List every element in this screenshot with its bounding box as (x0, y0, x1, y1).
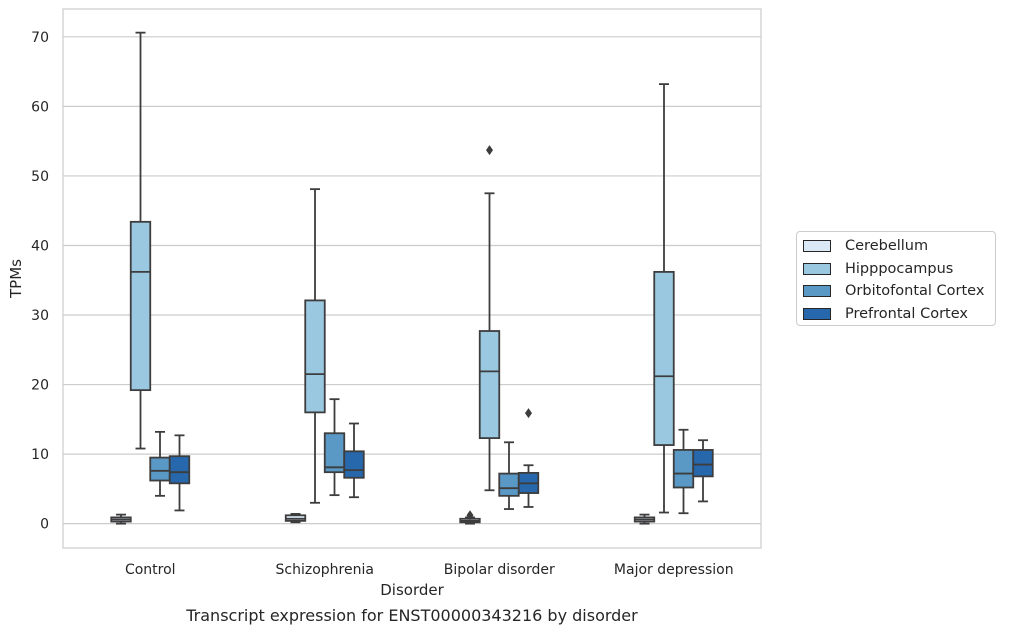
x-axis-label: Disorder (380, 581, 444, 599)
box-body (129, 220, 152, 392)
y-tick-label: 20 (31, 378, 49, 394)
box-body (149, 456, 171, 482)
box-orbitofontal-cortex (498, 441, 520, 510)
x-tick-label: Bipolar disorder (444, 562, 555, 578)
box-body (653, 270, 675, 446)
y-tick-label: 0 (40, 517, 49, 533)
box-prefrontal-cortex (517, 408, 540, 508)
legend-swatch (803, 240, 831, 253)
legend-item: Cerebellum (803, 235, 995, 258)
box-body (323, 432, 346, 474)
legend-label: Hipppocampus (845, 260, 954, 277)
box-body (672, 449, 695, 489)
box-orbitofontal-cortex (323, 398, 346, 497)
legend-label: Orbitofontal Cortex (845, 283, 985, 300)
box-body (304, 299, 326, 414)
x-tick-label: Control (125, 562, 176, 578)
y-tick-label: 70 (31, 30, 49, 46)
legend-label: Prefrontal Cortex (845, 305, 968, 322)
y-ticks: 0 10 20 30 40 50 60 70 (31, 30, 49, 533)
box-prefrontal-cortex (168, 434, 191, 512)
x-tick-label: Major depression (614, 562, 734, 578)
outlier-point (525, 408, 532, 419)
figure-caption: Transcript expression for ENST0000034321… (186, 606, 638, 625)
y-axis-label: TPMs (7, 259, 25, 299)
y-tick-label: 50 (31, 169, 49, 185)
legend-swatch (803, 307, 831, 320)
box-prefrontal-cortex (343, 422, 365, 499)
box-body (498, 472, 520, 497)
x-tick-label: Schizophrenia (276, 562, 374, 578)
legend-item: Prefrontal Cortex (803, 303, 995, 326)
box-cerebellum (110, 513, 132, 525)
legend-swatch (803, 285, 831, 298)
box-cerebellum (284, 513, 307, 524)
y-tick-label: 10 (31, 447, 49, 463)
outlier-point (466, 510, 474, 521)
legend-item: Hipppocampus (803, 258, 995, 281)
outlier-point (486, 145, 493, 156)
box-hipppocampus (478, 145, 501, 492)
boxes (110, 31, 714, 525)
y-tick-label: 30 (31, 308, 49, 324)
box-body (692, 449, 714, 478)
legend-label: Cerebellum (845, 238, 929, 255)
x-ticks: Control Schizophrenia Bipolar disorder Majo… (125, 562, 734, 578)
box-body (478, 330, 501, 440)
legend-item: Orbitofontal Cortex (803, 280, 995, 303)
box-cerebellum (633, 513, 656, 525)
box-hipppocampus (653, 83, 675, 514)
plot-frame (62, 8, 762, 549)
legend: Cerebellum Hipppocampus Orbitofontal Cor… (796, 231, 996, 326)
box-orbitofontal-cortex (149, 430, 171, 497)
box-orbitofontal-cortex (672, 428, 695, 515)
box-cerebellum (459, 510, 481, 525)
box-hipppocampus (129, 31, 152, 450)
box-body (343, 450, 365, 479)
box-hipppocampus (304, 188, 326, 504)
y-tick-label: 60 (31, 99, 49, 115)
legend-swatch (803, 262, 831, 275)
box-body (168, 455, 191, 485)
box-prefrontal-cortex (692, 439, 714, 503)
y-tick-label: 40 (31, 238, 49, 254)
